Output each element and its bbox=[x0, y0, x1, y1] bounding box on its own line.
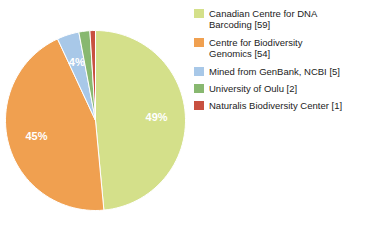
svg-text:49%: 49% bbox=[146, 111, 168, 123]
html-text:Canadian Centre for DNA Barcod: Canadian Centre for DNA Barcoding [59] bbox=[209, 8, 318, 31]
html-text:Centre for Biodiversity Genomi: Centre for Biodiversity Genomics [54] bbox=[209, 36, 303, 60]
svg-text:45%: 45% bbox=[25, 130, 47, 142]
html-text:Naturalis Biodiversity Center: Naturalis Biodiversity Center [1] bbox=[209, 100, 343, 112]
html-text:Mined from GenBank, NCBI [5]: Mined from GenBank, NCBI [5] bbox=[209, 65, 340, 77]
html-text:University of Oulu [2]: University of Oulu [2] bbox=[209, 83, 298, 94]
svg-text:4%: 4% bbox=[69, 56, 85, 68]
